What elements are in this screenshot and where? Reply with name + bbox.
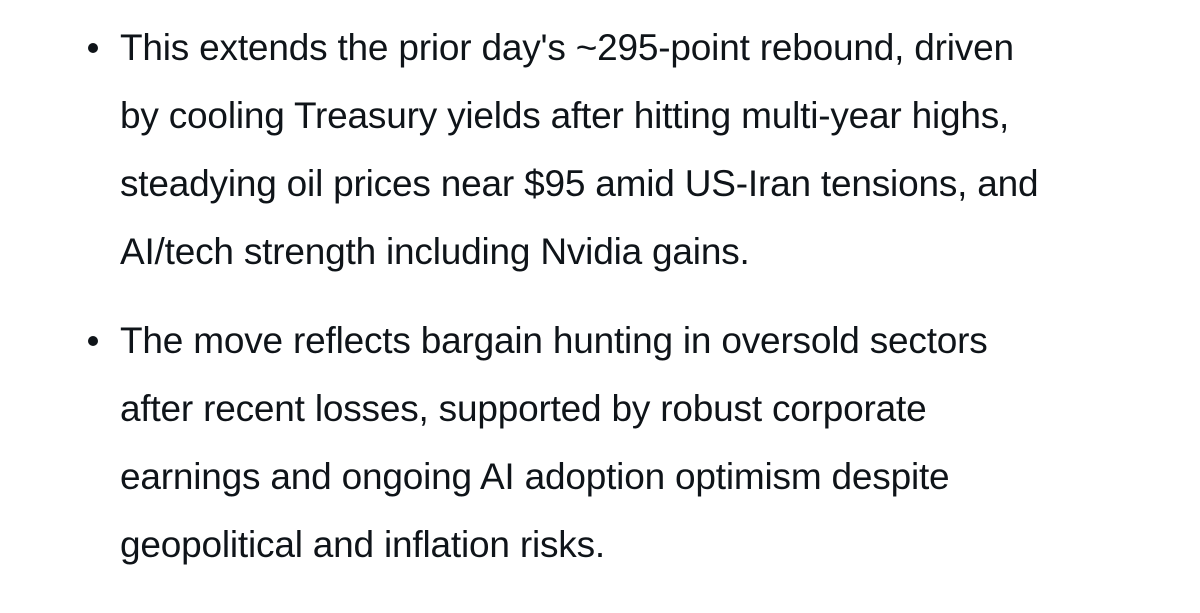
text-line: earnings and ongoing AI adoption optimis… [120,456,950,497]
text-line: AI/tech strength including Nvidia gains. [120,231,750,272]
bullet [88,43,98,53]
text-line: geopolitical and inflation risks. [120,524,605,565]
text-line: steadying oil prices near $95 amid US-Ir… [120,163,1039,204]
text-line: The move reflects bargain hunting in ove… [120,320,988,361]
list-item: The move reflects bargain hunting in ove… [0,307,1200,579]
list-item: This extends the prior day's ~295-point … [0,14,1200,286]
bullet-list: This extends the prior day's ~295-point … [0,14,1200,600]
text-line: after recent losses, supported by robust… [120,388,927,429]
bullet [88,336,98,346]
text-line: by cooling Treasury yields after hitting… [120,95,1010,136]
text-line: This extends the prior day's ~295-point … [120,27,1014,68]
